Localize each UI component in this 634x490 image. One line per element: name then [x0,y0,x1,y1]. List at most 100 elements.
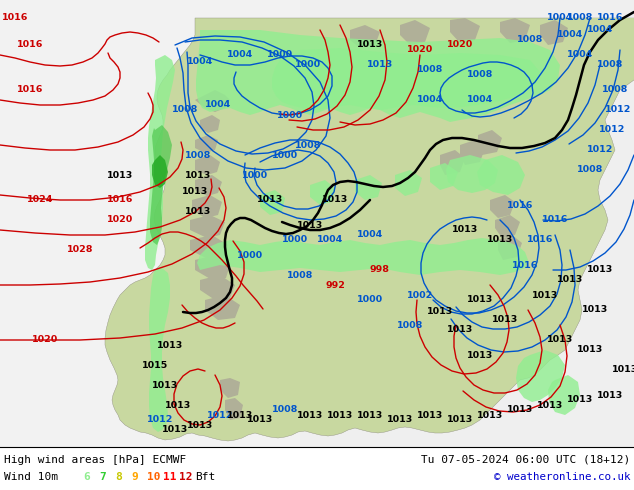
Text: 1020: 1020 [32,336,58,344]
Text: 8: 8 [115,472,122,482]
Text: 1013: 1013 [165,400,191,410]
Polygon shape [477,155,525,195]
Polygon shape [498,235,522,260]
Polygon shape [149,268,170,432]
Text: 1004: 1004 [205,100,231,109]
Text: 1008: 1008 [172,105,198,115]
Text: 1016: 1016 [512,261,538,270]
Text: 1013: 1013 [417,411,443,419]
Polygon shape [0,0,300,490]
Text: 10: 10 [147,472,160,482]
Text: 1013: 1013 [532,291,558,299]
Text: 1004: 1004 [357,230,383,240]
Text: 1008: 1008 [272,406,298,415]
Polygon shape [395,170,422,196]
Text: 1015: 1015 [142,361,168,369]
Polygon shape [205,295,240,320]
Text: 1012: 1012 [147,416,173,424]
Text: 1016: 1016 [507,200,533,210]
Text: 1013: 1013 [492,316,518,324]
Text: 1013: 1013 [467,295,493,304]
Text: 1024: 1024 [27,196,53,204]
Text: 1013: 1013 [547,336,573,344]
Text: 7: 7 [99,472,106,482]
Polygon shape [105,18,634,441]
Text: 1020: 1020 [447,41,473,49]
Text: 1000: 1000 [267,50,293,59]
Polygon shape [495,215,520,238]
Text: 1004: 1004 [417,96,443,104]
Text: 1000: 1000 [242,171,268,179]
Text: 1013: 1013 [357,41,383,49]
Text: 1004: 1004 [317,236,343,245]
Text: 1008: 1008 [287,270,313,279]
Text: 1016: 1016 [17,41,43,49]
Text: 1016: 1016 [17,85,43,95]
Text: 1000: 1000 [357,295,383,304]
Text: 1013: 1013 [182,188,208,196]
Polygon shape [192,195,222,218]
Polygon shape [190,235,228,260]
Text: Tu 07-05-2024 06:00 UTC (18+12): Tu 07-05-2024 06:00 UTC (18+12) [421,455,630,465]
Polygon shape [196,30,560,122]
Text: 1008: 1008 [397,320,423,329]
Text: 1013: 1013 [297,411,323,419]
Polygon shape [400,20,430,45]
Polygon shape [200,275,235,300]
Text: 998: 998 [370,266,390,274]
Text: 1012: 1012 [598,125,625,134]
Text: 1028: 1028 [67,245,93,254]
Text: 11: 11 [163,472,176,482]
Text: 1016: 1016 [107,196,133,204]
Polygon shape [150,125,172,245]
Text: 1004: 1004 [557,30,583,40]
Polygon shape [0,447,634,490]
Text: 1008: 1008 [597,60,623,70]
Text: 12: 12 [179,472,193,482]
Text: © weatheronline.co.uk: © weatheronline.co.uk [493,472,630,482]
Text: 1004: 1004 [467,96,493,104]
Polygon shape [145,55,175,270]
Polygon shape [152,155,168,188]
Polygon shape [478,130,502,155]
Text: 1000: 1000 [295,60,321,70]
Text: 1008: 1008 [467,71,493,79]
Polygon shape [446,155,498,193]
Polygon shape [350,25,380,48]
Text: 1013: 1013 [487,236,513,245]
Text: 1013: 1013 [157,341,183,349]
Text: 1013: 1013 [107,171,133,179]
Polygon shape [355,175,382,200]
Text: 1008: 1008 [567,14,593,23]
Text: 1013: 1013 [367,60,393,70]
Polygon shape [430,163,458,190]
Polygon shape [440,150,465,175]
Polygon shape [195,155,220,175]
Text: 1008: 1008 [602,85,628,95]
Text: 1013: 1013 [227,411,253,419]
Text: 9: 9 [131,472,138,482]
Text: 1013: 1013 [185,171,211,179]
Text: 1012: 1012 [587,146,613,154]
Polygon shape [195,90,230,112]
Text: 1013: 1013 [597,391,623,399]
Text: Bft: Bft [195,472,216,482]
Polygon shape [548,375,580,415]
Polygon shape [225,398,243,420]
Text: High wind areas [hPa] ECMWF: High wind areas [hPa] ECMWF [4,455,186,465]
Text: 1004: 1004 [227,50,253,59]
Text: 1013: 1013 [257,196,283,204]
Text: 1004: 1004 [547,14,573,23]
Text: 1004: 1004 [187,57,213,67]
Text: 1013: 1013 [467,350,493,360]
Polygon shape [570,18,634,80]
Text: 1013: 1013 [507,406,533,415]
Text: 1013: 1013 [247,416,273,424]
Polygon shape [540,20,568,45]
Text: 1013: 1013 [185,207,211,217]
Text: 1013: 1013 [357,411,383,419]
Text: 1013: 1013 [557,275,583,285]
Text: 1013: 1013 [612,366,634,374]
Text: 1013: 1013 [582,305,608,315]
Polygon shape [197,238,528,275]
